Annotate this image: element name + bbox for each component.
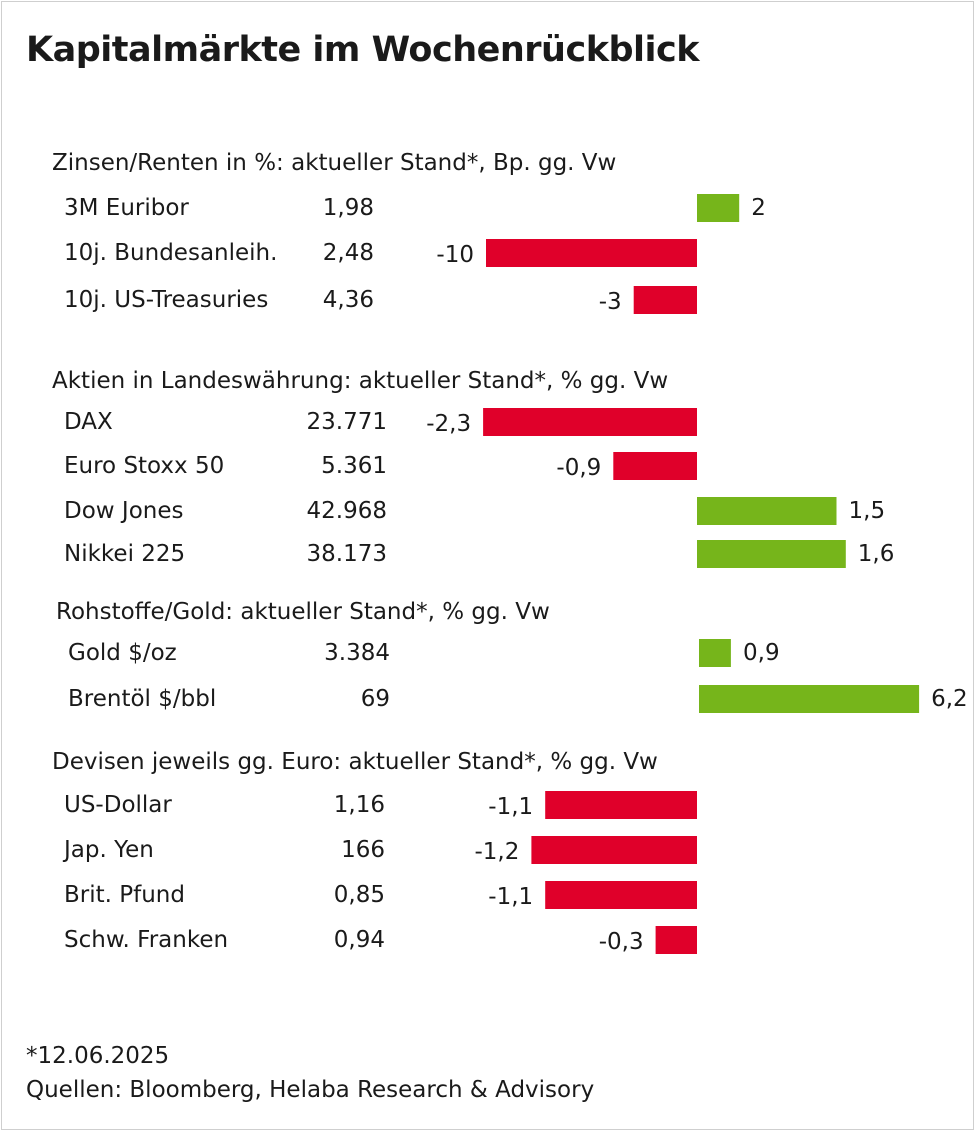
row-label: US-Dollar bbox=[64, 792, 172, 818]
change-bar bbox=[699, 685, 920, 713]
row-label: Jap. Yen bbox=[62, 837, 154, 863]
change-label: -1,1 bbox=[488, 794, 533, 820]
change-label: 1,6 bbox=[858, 541, 895, 567]
row-level-value: 4,36 bbox=[323, 287, 374, 313]
change-bar bbox=[655, 926, 697, 954]
row-level-value: 23.771 bbox=[307, 409, 387, 435]
row-label: Gold $/oz bbox=[68, 640, 177, 666]
row-label: Brit. Pfund bbox=[64, 882, 185, 908]
footnote: *12.06.2025 bbox=[26, 1043, 170, 1069]
row-level-value: 1,16 bbox=[334, 792, 385, 818]
chart-title: Kapitalmärkte im Wochenrückblick bbox=[26, 30, 700, 70]
change-label: 0,9 bbox=[743, 640, 780, 666]
change-bar bbox=[699, 639, 731, 667]
change-label: -1,2 bbox=[475, 839, 520, 865]
change-bar bbox=[697, 497, 837, 525]
section-heading: Rohstoffe/Gold: aktueller Stand*, % gg. … bbox=[56, 599, 550, 625]
change-bar bbox=[531, 836, 697, 864]
change-bar bbox=[545, 881, 697, 909]
change-bar bbox=[613, 452, 697, 480]
row-level-value: 38.173 bbox=[307, 541, 387, 567]
source-note: Quellen: Bloomberg, Helaba Research & Ad… bbox=[26, 1077, 595, 1103]
change-bar bbox=[545, 791, 697, 819]
change-label: -1,1 bbox=[488, 884, 533, 910]
row-level-value: 2,48 bbox=[323, 240, 374, 266]
change-label: 2 bbox=[751, 195, 766, 221]
row-label: 3M Euribor bbox=[64, 195, 189, 221]
section-heading: Aktien in Landeswährung: aktueller Stand… bbox=[52, 368, 668, 394]
row-level-value: 3.384 bbox=[324, 640, 390, 666]
row-label: 10j. Bundesanleih. bbox=[64, 240, 277, 266]
change-label: -2,3 bbox=[426, 411, 471, 437]
change-bar bbox=[483, 408, 697, 436]
change-label: 1,5 bbox=[849, 498, 886, 524]
section-heading: Zinsen/Renten in %: aktueller Stand*, Bp… bbox=[52, 150, 616, 176]
change-bar bbox=[486, 239, 697, 267]
section-heading: Devisen jeweils gg. Euro: aktueller Stan… bbox=[52, 749, 658, 775]
change-label: 6,2 bbox=[931, 686, 968, 712]
row-label: Schw. Franken bbox=[64, 927, 228, 953]
row-label: Euro Stoxx 50 bbox=[64, 453, 224, 479]
change-label: -3 bbox=[599, 289, 622, 315]
row-level-value: 69 bbox=[361, 686, 390, 712]
change-bar bbox=[633, 286, 697, 314]
change-bar bbox=[697, 540, 846, 568]
row-label: Nikkei 225 bbox=[64, 541, 185, 567]
row-label: Dow Jones bbox=[64, 498, 183, 524]
row-label: Brentöl $/bbl bbox=[68, 686, 216, 712]
change-bar bbox=[697, 194, 740, 222]
row-level-value: 0,85 bbox=[334, 882, 385, 908]
row-label: DAX bbox=[64, 409, 113, 435]
row-label: 10j. US-Treasuries bbox=[64, 287, 268, 313]
row-level-value: 42.968 bbox=[307, 498, 387, 524]
change-label: -0,3 bbox=[599, 929, 644, 955]
row-level-value: 166 bbox=[341, 837, 385, 863]
change-label: -10 bbox=[436, 242, 474, 268]
change-label: -0,9 bbox=[556, 455, 601, 481]
row-level-value: 0,94 bbox=[334, 927, 385, 953]
row-level-value: 1,98 bbox=[323, 195, 374, 221]
row-level-value: 5.361 bbox=[321, 453, 387, 479]
